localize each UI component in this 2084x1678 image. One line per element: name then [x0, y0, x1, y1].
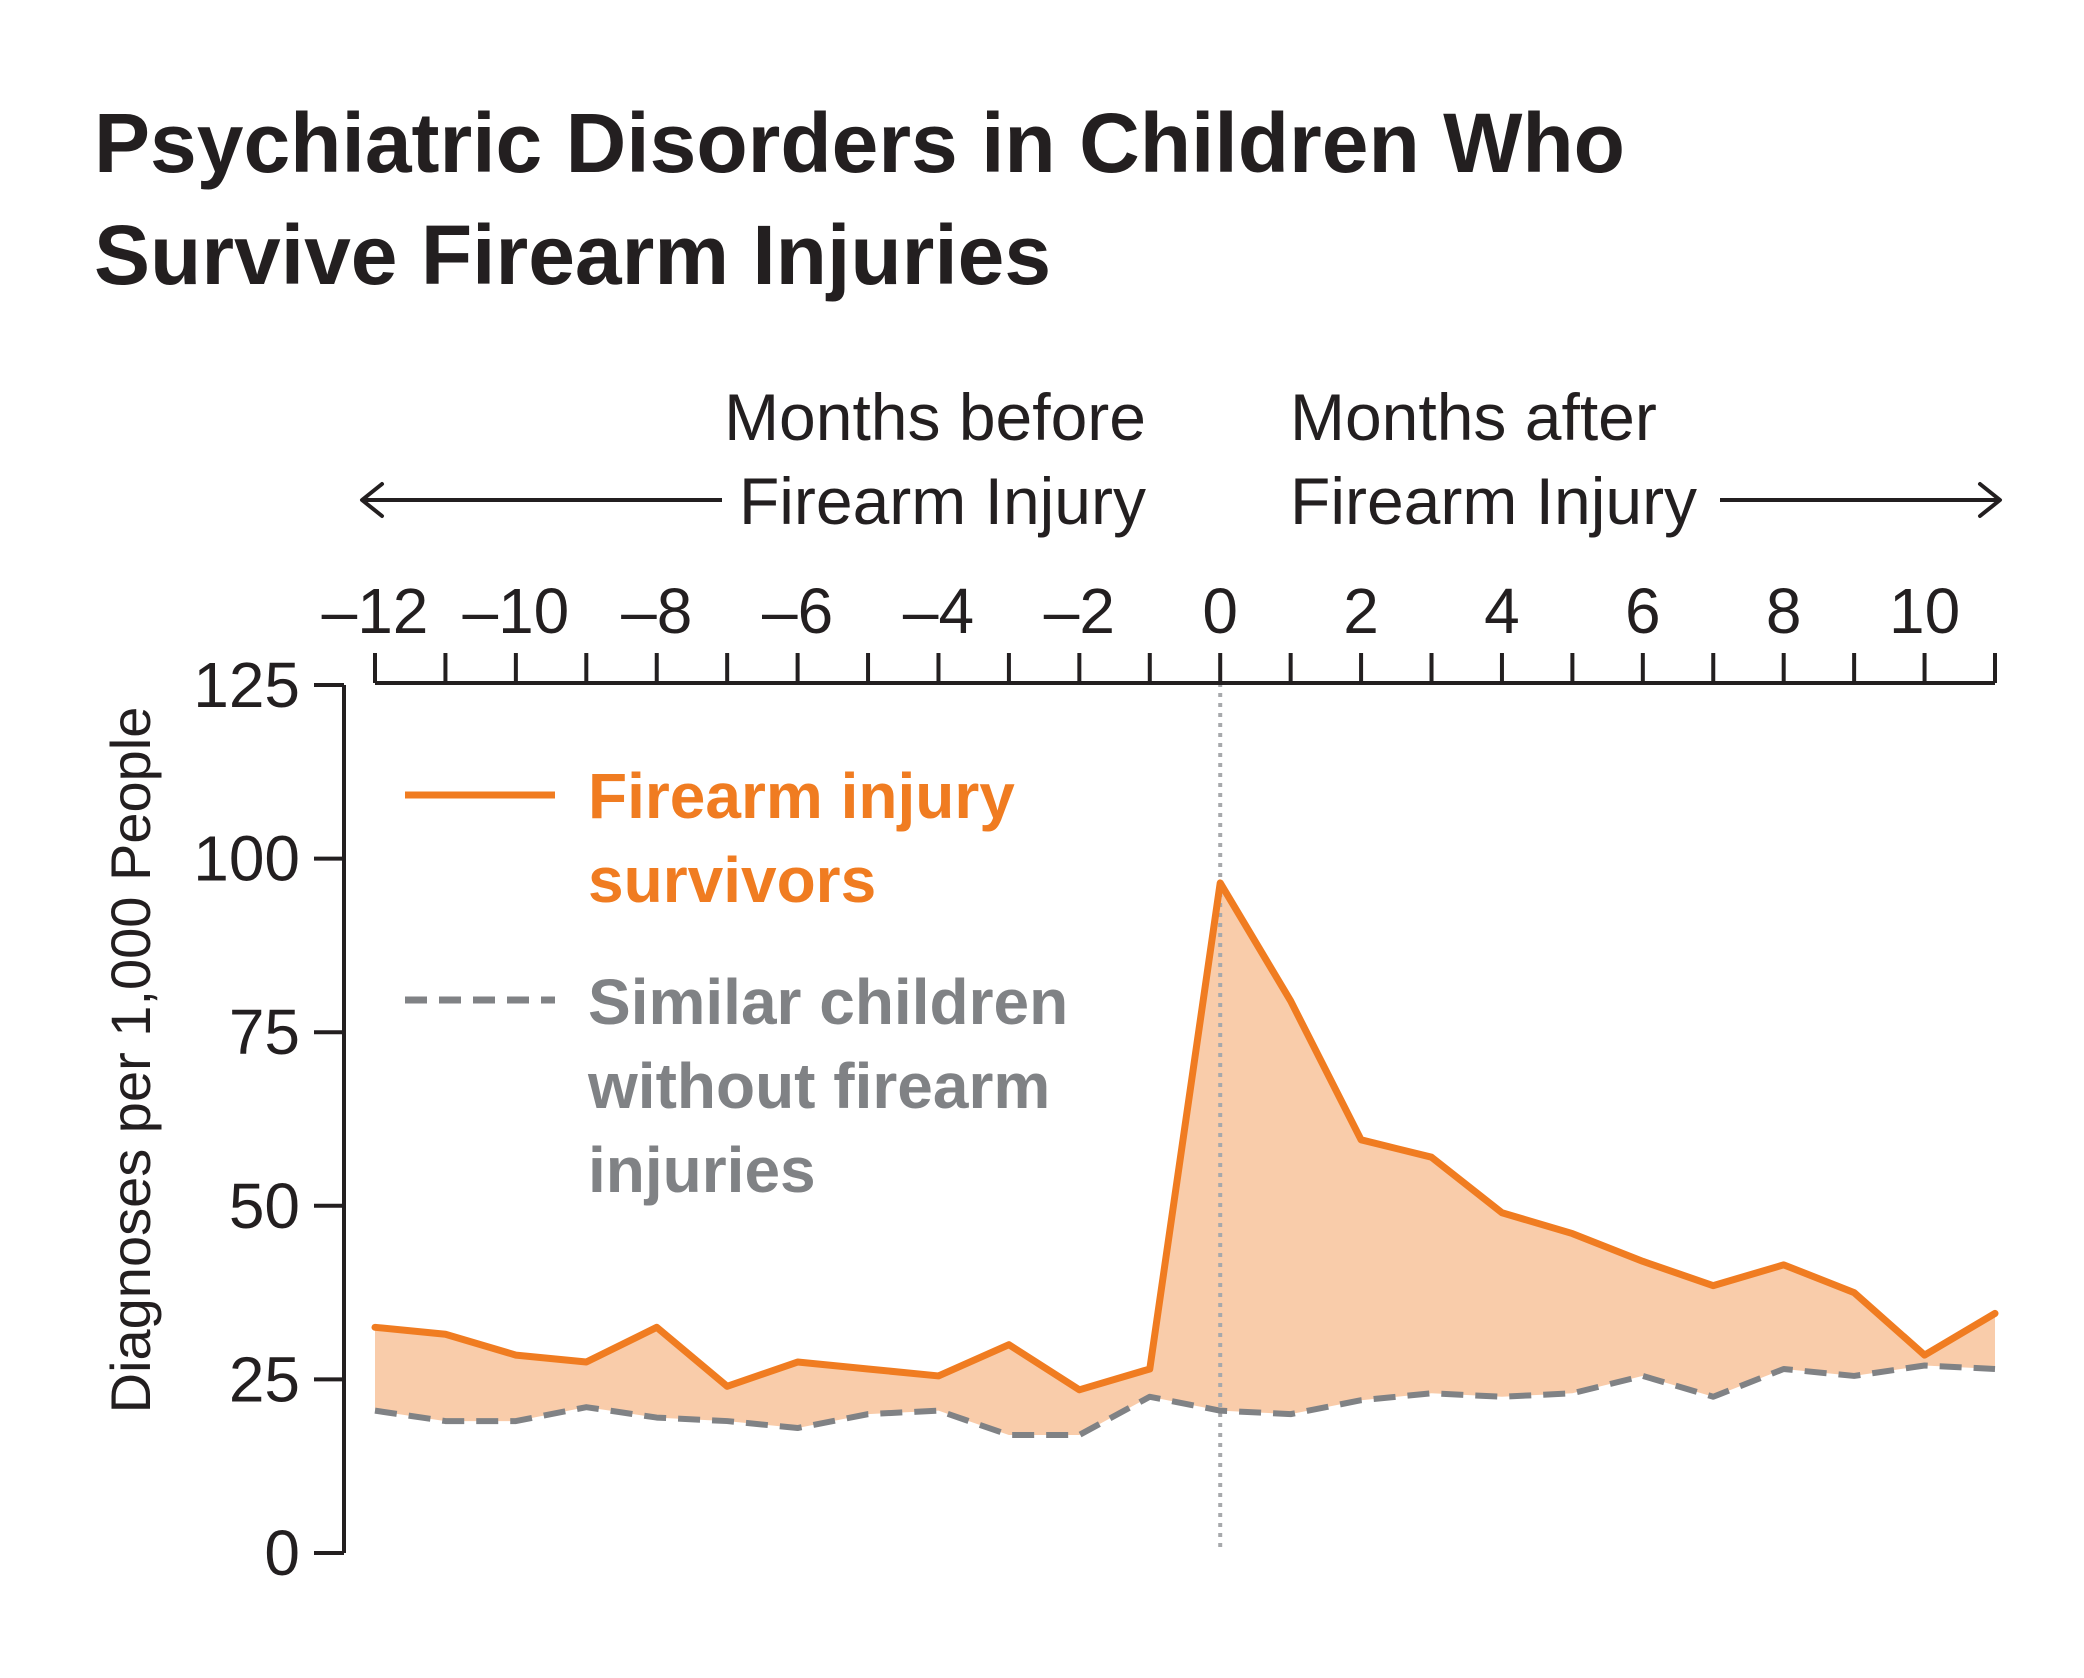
x-tick-label: –10: [462, 575, 569, 647]
x-tick-label: –8: [621, 575, 692, 647]
x-header-after-line-1: Months after: [1290, 380, 1657, 454]
x-header-before-line-1: Months before: [724, 380, 1146, 454]
legend-label-similar-line-1: Similar children: [588, 966, 1068, 1038]
chart-title-line-2: Survive Firearm Injuries: [94, 208, 1051, 302]
x-header-after-line-2: Firearm Injury: [1290, 464, 1697, 538]
x-tick-label: 2: [1343, 575, 1379, 647]
y-axis-label: Diagnoses per 1,000 People: [99, 707, 162, 1414]
arrow-left-icon: [360, 482, 722, 518]
series-line-similar: [374, 1362, 1996, 1438]
y-tick-label: 50: [229, 1170, 300, 1242]
x-tick-label: 10: [1889, 575, 1960, 647]
x-tick-label: –6: [762, 575, 833, 647]
x-tick-label: 4: [1484, 575, 1520, 647]
x-tick-label: –2: [1044, 575, 1115, 647]
x-tick-label: –4: [903, 575, 974, 647]
y-tick-label: 100: [193, 823, 300, 895]
legend-label-survivors-line-1: Firearm injury: [588, 760, 1015, 832]
x-tick-label: 8: [1766, 575, 1802, 647]
y-tick-label: 25: [229, 1343, 300, 1415]
y-tick-label: 125: [193, 649, 300, 721]
gap-area: [375, 882, 1995, 1435]
x-header-before-line-2: Firearm Injury: [739, 464, 1146, 538]
y-tick-label: 0: [264, 1517, 300, 1589]
arrow-right-icon: [1720, 482, 2002, 518]
legend-label-similar-line-3: injuries: [588, 1134, 816, 1206]
legend-label-similar-line-2: without firearm: [587, 1050, 1050, 1122]
x-tick-label: 6: [1625, 575, 1661, 647]
legend-label-survivors-line-2: survivors: [588, 844, 876, 916]
x-tick-label: 0: [1202, 575, 1238, 647]
y-tick-label: 75: [229, 996, 300, 1068]
chart-title-line-1: Psychiatric Disorders in Children Who: [94, 96, 1625, 190]
x-tick-label: –12: [322, 575, 429, 647]
legend: Firearm injury survivors Similar childre…: [405, 760, 1068, 1206]
series-line-survivors: [371, 879, 1999, 1394]
